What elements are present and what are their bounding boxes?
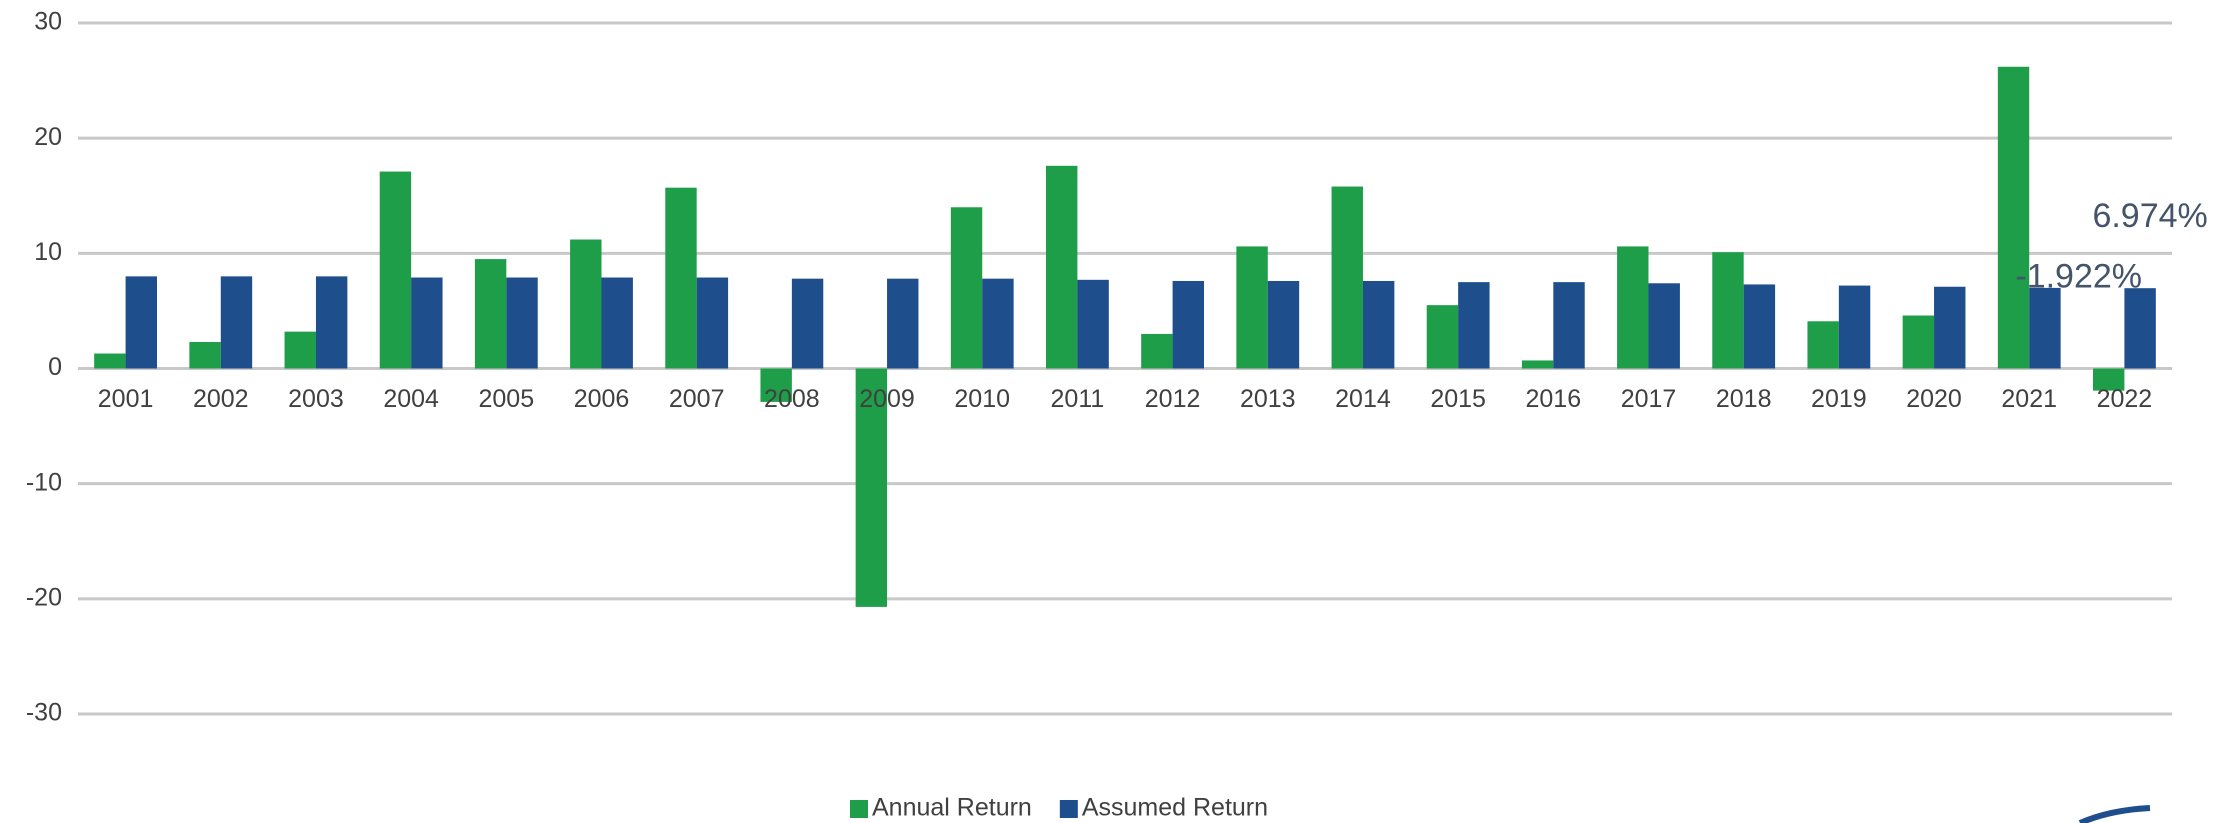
x-tick-label: 2003: [288, 385, 344, 413]
bar: [220, 276, 253, 369]
bar: [315, 276, 348, 369]
bar: [1141, 333, 1173, 369]
y-tick-label: 20: [34, 123, 62, 151]
bar: [1997, 66, 2030, 369]
x-tick-label: 2016: [1526, 385, 1582, 413]
bar: [696, 277, 729, 369]
bar: [760, 368, 792, 402]
y-tick-label: 30: [34, 8, 62, 36]
bar: [1743, 284, 1776, 369]
bar: [2124, 288, 2156, 369]
bar: [665, 187, 697, 369]
bar: [601, 277, 633, 369]
bar: [887, 278, 919, 369]
bar: [1934, 286, 1966, 369]
bar: [791, 278, 824, 369]
bar: [474, 259, 507, 369]
bar: [2029, 287, 2061, 369]
x-tick-label: 2013: [1240, 385, 1296, 413]
bar: [284, 331, 316, 369]
x-tick-label: 2019: [1811, 385, 1867, 413]
bar: [1236, 246, 1268, 369]
x-tick-label: 2008: [764, 385, 820, 413]
x-tick-label: 2020: [1906, 385, 1962, 413]
bar: [1648, 283, 1680, 369]
x-tick-label: 2010: [954, 385, 1010, 413]
bar: [855, 368, 888, 607]
x-tick-label: 2012: [1145, 385, 1201, 413]
x-tick-label: 2005: [479, 385, 535, 413]
bar: [189, 342, 221, 369]
legend-label: Assumed Return: [1082, 794, 1268, 822]
bar: [1267, 280, 1300, 369]
bar: [1458, 282, 1490, 369]
x-tick-label: 2006: [574, 385, 630, 413]
legend-swatch: [1059, 800, 1078, 818]
bar: [1712, 252, 1744, 369]
bar: [125, 276, 158, 369]
x-tick-label: 2014: [1335, 385, 1391, 413]
bar: [1553, 282, 1585, 369]
x-tick-label: 2017: [1621, 385, 1677, 413]
bar: [982, 278, 1014, 369]
x-tick-label: 2021: [2001, 385, 2057, 413]
x-tick-label: 2009: [859, 385, 915, 413]
x-tick-label: 2004: [383, 385, 439, 413]
bar: [411, 277, 443, 369]
x-tick-label: 2001: [98, 385, 154, 413]
y-tick-label: 0: [48, 353, 62, 381]
value-label: -1.922%: [2015, 257, 2142, 295]
value-label: 6.974%: [2092, 197, 2207, 235]
bar: [1807, 321, 1839, 369]
y-tick-label: -30: [26, 699, 62, 727]
x-tick-label: 2011: [1051, 385, 1105, 413]
bar: [379, 171, 412, 369]
y-tick-label: -10: [26, 468, 62, 496]
bar: [1045, 165, 1078, 369]
bar: [1838, 285, 1871, 369]
legend-label: Annual Return: [872, 794, 1032, 822]
bar: [1077, 279, 1109, 369]
x-tick-label: 2018: [1716, 385, 1772, 413]
y-tick-label: -20: [26, 583, 62, 611]
x-tick-label: 2007: [669, 385, 725, 413]
bar: [1426, 305, 1459, 369]
bar: [1362, 280, 1395, 369]
x-tick-label: 2002: [193, 385, 249, 413]
bar: [570, 239, 602, 369]
x-tick-label: 2022: [2097, 385, 2153, 413]
bar: [1172, 280, 1205, 369]
bar: [506, 277, 538, 369]
bar: [2092, 368, 2125, 391]
y-tick-label: 10: [34, 238, 62, 266]
legend-swatch: [850, 800, 868, 818]
logo-fragment: [2078, 805, 2151, 823]
bar: [1902, 315, 1935, 369]
bar: [1617, 246, 1649, 369]
x-tick-label: 2015: [1430, 385, 1486, 413]
bar: [1331, 186, 1363, 369]
bar: [950, 207, 983, 369]
bar: [1521, 360, 1554, 369]
bar: [94, 353, 126, 369]
